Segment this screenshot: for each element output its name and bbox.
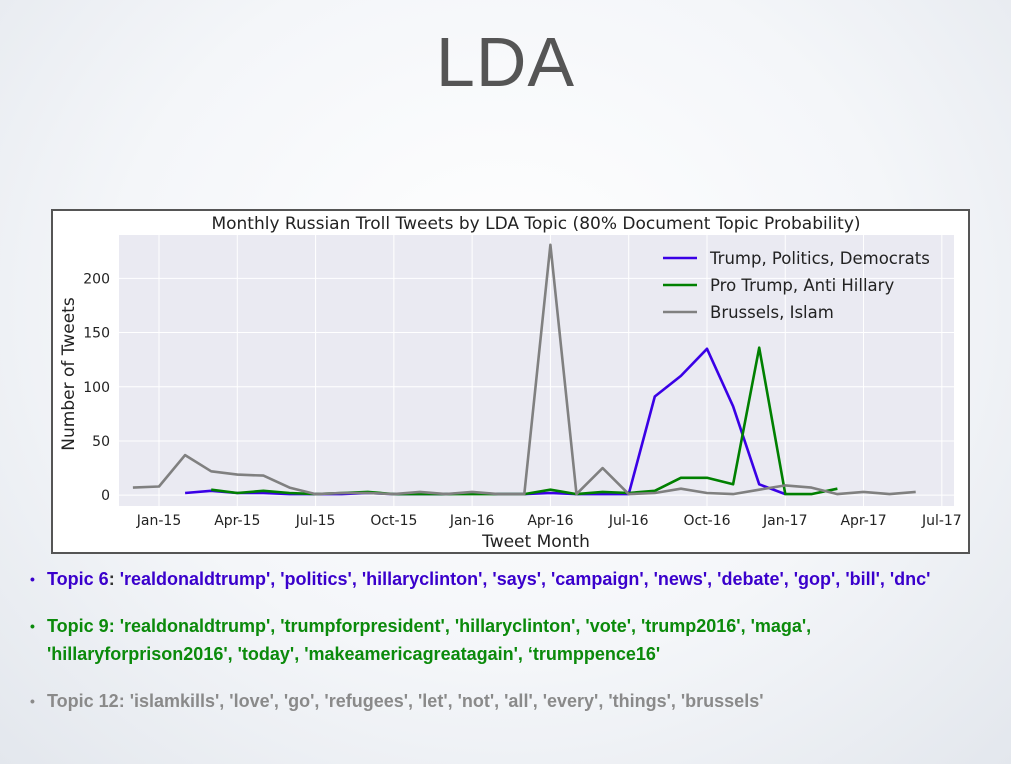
legend-label: Brussels, Islam	[710, 303, 834, 322]
y-tick-label: 100	[83, 380, 110, 396]
y-axis-label: Number of Tweets	[59, 297, 79, 451]
chart-frame: Jan-15 Apr-15 Jul-15 Oct-15 Jan-16 Apr-16 Jul-…	[51, 209, 970, 554]
topic-separator: :	[118, 691, 130, 711]
x-tick-label: Oct-16	[683, 513, 730, 529]
x-tick-labels: Jan-15 Apr-15 Jul-15 Oct-15 Jan-16 Apr-16 Jul-…	[136, 513, 962, 529]
y-tick-labels: 0 50 100 150 200	[83, 271, 110, 504]
x-tick-label: Jul-17	[921, 513, 962, 529]
topic-item: Topic 9: 'realdonaldtrump', 'trumpforpre…	[30, 612, 990, 668]
topic-separator: :	[108, 569, 120, 589]
x-tick-label: Jul-16	[608, 513, 649, 529]
x-tick-label: Jan-15	[136, 513, 181, 529]
x-tick-label: Apr-17	[840, 513, 886, 529]
legend-label: Pro Trump, Anti Hillary	[710, 276, 894, 295]
line-chart: Jan-15 Apr-15 Jul-15 Oct-15 Jan-16 Apr-16 Jul-…	[59, 214, 962, 552]
x-axis-label: Tweet Month	[481, 532, 590, 552]
x-tick-label: Oct-15	[370, 513, 417, 529]
y-tick-label: 200	[83, 271, 110, 287]
legend-label: Trump, Politics, Democrats	[709, 249, 930, 268]
x-tick-label: Jan-16	[449, 513, 495, 529]
x-tick-label: Jul-15	[295, 513, 336, 529]
topic-words: 'realdonaldtrump', 'politics', 'hillaryc…	[119, 569, 931, 589]
topic-separator: :	[108, 616, 120, 636]
y-tick-label: 0	[101, 488, 110, 504]
x-tick-label: Jan-17	[762, 513, 807, 529]
topic-item: Topic 12: 'islamkills', 'love', 'go', 'r…	[30, 687, 990, 715]
topic-words: 'islamkills', 'love', 'go', 'refugees', …	[129, 691, 764, 711]
topic-label: Topic 6	[47, 569, 109, 589]
legend: Trump, Politics, Democrats Pro Trump, Ant…	[663, 249, 930, 322]
topic-words: 'realdonaldtrump', 'trumpforpresident', …	[47, 616, 812, 664]
series-lines	[132, 243, 916, 496]
x-tick-label: Apr-16	[527, 513, 573, 529]
slide-title: LDA	[435, 23, 576, 101]
topic-item: Topic 6: 'realdonaldtrump', 'politics', …	[30, 565, 990, 593]
topic-label: Topic 12	[47, 691, 119, 711]
series-line-3	[132, 243, 916, 496]
y-tick-label: 150	[83, 326, 110, 342]
topic-list: Topic 6: 'realdonaldtrump', 'politics', …	[30, 565, 990, 734]
y-tick-label: 50	[92, 434, 110, 450]
topic-label: Topic 9	[47, 616, 109, 636]
chart-title: Monthly Russian Troll Tweets by LDA Topi…	[211, 214, 860, 234]
x-tick-label: Apr-15	[214, 513, 260, 529]
